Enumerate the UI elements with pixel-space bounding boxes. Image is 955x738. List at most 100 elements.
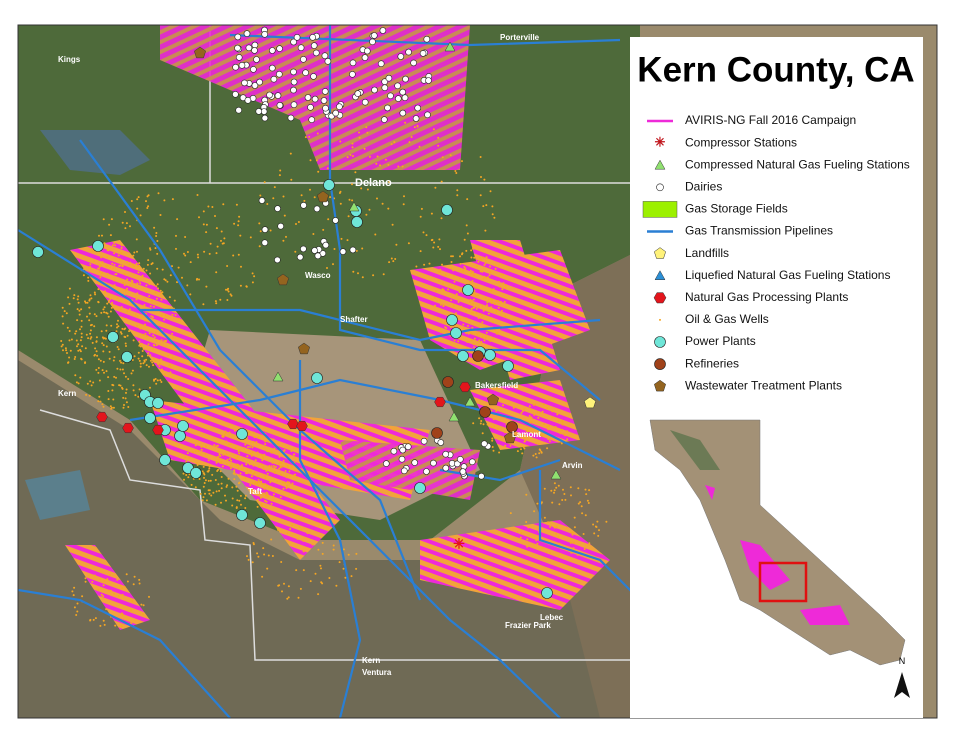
aviris-flightline [420, 520, 610, 610]
well-dot [472, 306, 475, 309]
well-dot [156, 252, 159, 255]
well-dot [526, 538, 529, 541]
well-dot [577, 502, 580, 505]
well-dot [229, 467, 232, 470]
well-dot [321, 541, 324, 544]
well-dot [541, 410, 544, 413]
well-dot [94, 617, 97, 620]
well-dot [498, 328, 501, 331]
well-dot [133, 575, 136, 578]
well-dot [169, 365, 172, 368]
well-dot [339, 190, 342, 193]
well-dot [86, 301, 89, 304]
well-dot [471, 302, 474, 305]
dairy [468, 458, 476, 466]
well-dot [477, 294, 479, 297]
well-dot [557, 535, 560, 538]
well-dot [73, 586, 76, 589]
dairy [256, 78, 263, 86]
well-dot [263, 181, 266, 184]
well-dot [168, 364, 171, 366]
well-dot [366, 188, 369, 191]
well-dot [149, 354, 152, 357]
well-dot [107, 315, 110, 318]
well-dot [78, 309, 81, 312]
well-dot [271, 461, 274, 464]
well-dot [233, 429, 236, 432]
dairy [322, 104, 329, 112]
well-dot [117, 319, 119, 322]
well-dot [352, 270, 355, 273]
well-dot [481, 336, 484, 339]
well-dot [252, 431, 255, 434]
well-dot [97, 367, 100, 369]
well-dot [85, 333, 88, 336]
well-dot [549, 552, 551, 555]
well-dot [482, 205, 485, 208]
well-dot [202, 465, 205, 468]
well-dot [105, 264, 108, 267]
well-dot [143, 359, 146, 362]
well-dot [410, 136, 413, 138]
well-dot [110, 407, 113, 410]
well-dot [302, 569, 305, 572]
well-dot [138, 578, 141, 581]
well-dot [554, 426, 557, 428]
well-dot [273, 466, 276, 469]
well-dot [80, 332, 83, 335]
well-dot [503, 300, 506, 303]
well-dot [95, 368, 98, 371]
well-dot [561, 499, 564, 501]
well-dot [105, 370, 108, 373]
well-dot [92, 618, 95, 621]
well-dot [129, 284, 132, 287]
well-dot [490, 301, 493, 304]
well-dot [245, 285, 248, 288]
well-dot [88, 306, 91, 309]
well-dot [200, 448, 203, 451]
refinery [431, 427, 443, 439]
dairy [311, 247, 318, 254]
well-dot [546, 425, 549, 428]
well-dot [134, 394, 137, 397]
well-dot [181, 276, 183, 279]
well-dot [349, 154, 352, 156]
well-dot [163, 199, 166, 202]
processing-plant [434, 396, 446, 408]
well-dot [66, 352, 68, 354]
well-dot [542, 403, 545, 406]
well-dot [236, 489, 239, 492]
well-dot [155, 344, 158, 347]
well-dot [570, 494, 572, 497]
well-dot [121, 387, 124, 390]
dairy [266, 91, 273, 99]
well-dot [476, 333, 479, 336]
well-dot [509, 512, 512, 515]
well-dot [124, 273, 127, 276]
well-dot [97, 588, 100, 591]
well-dot [169, 274, 172, 277]
well-dot [309, 188, 311, 191]
well-dot [263, 492, 266, 495]
well-dot [368, 155, 371, 158]
well-dot [76, 319, 79, 322]
well-dot [89, 329, 92, 332]
well-dot [125, 388, 128, 391]
well-dot [165, 339, 168, 342]
well-dot [390, 257, 393, 260]
well-dot [485, 326, 488, 328]
well-dot [231, 504, 234, 507]
well-dot [355, 567, 358, 570]
well-dot [555, 532, 558, 535]
dairy [423, 35, 431, 43]
well-dot [597, 534, 600, 537]
legend-symbol [653, 292, 667, 304]
well-dot [256, 552, 259, 555]
well-dot [95, 340, 98, 343]
well-dot [171, 313, 174, 316]
well-dot [126, 261, 129, 263]
well-dot [298, 526, 301, 529]
well-dot [119, 258, 122, 261]
well-dot [106, 256, 109, 259]
